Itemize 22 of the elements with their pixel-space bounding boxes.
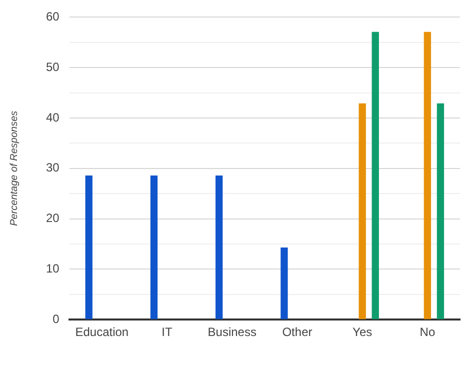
bar [358,103,366,320]
bar [216,175,223,320]
y-tick-label: 30 [46,160,60,175]
bar [150,175,158,320]
y-tick-label: 20 [46,211,60,226]
bar [424,32,432,320]
x-tick-label: Business [208,325,256,340]
y-tick-label: 10 [46,262,60,276]
x-tick-label: Other [282,325,312,340]
y-tick-label: 50 [46,60,60,74]
y-tick-label: 40 [46,110,60,124]
y-axis-title: Percentage of Responses [8,110,20,226]
x-tick-label: Education [75,325,129,340]
bar [372,32,379,320]
x-tick-label: Yes [352,325,372,340]
bar [85,175,92,320]
x-tick-label: IT [162,325,174,340]
bar [436,103,444,320]
bar [280,248,288,320]
x-tick-label: No [420,325,436,340]
y-tick-label: 0 [52,312,60,326]
y-tick-label: 60 [46,10,60,24]
